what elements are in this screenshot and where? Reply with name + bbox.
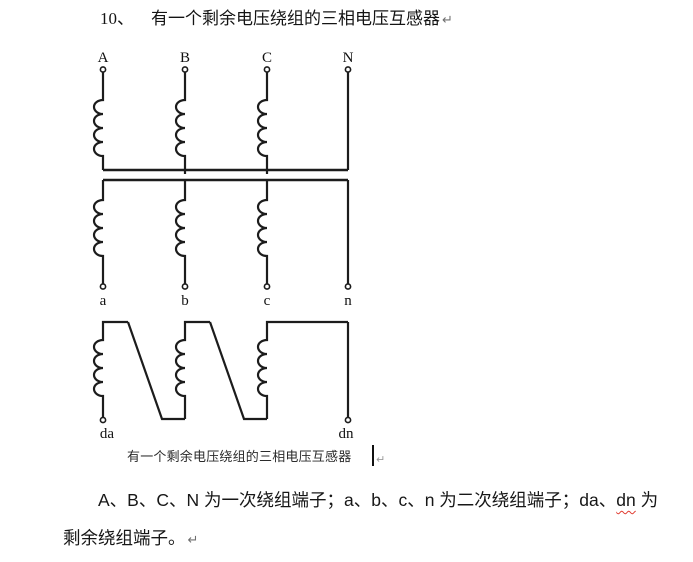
text-cursor-caret — [372, 445, 374, 466]
residual-coil-2 — [174, 320, 210, 419]
terminal-label-B: B — [179, 50, 190, 66]
residual-link-2 — [208, 321, 267, 421]
primary-winding — [92, 66, 352, 174]
question-title-line: 10、 有一个剩余电压绕组的三相电压互感器 ↵ — [100, 8, 453, 32]
residual-coil-1 — [92, 320, 128, 417]
terminal-dot-da — [99, 416, 107, 424]
terminal-label-dn: dn — [338, 426, 354, 442]
body-text-line2: 剩余绕组端子。 — [63, 528, 186, 548]
figure-caption: 有一个剩余电压绕组的三相电压互感器 — [127, 449, 352, 464]
terminal-label-a: a — [99, 293, 107, 309]
residual-winding — [92, 320, 352, 424]
residual-link-1 — [126, 321, 185, 421]
misspelled-word-dn[interactable]: dn — [616, 490, 636, 510]
terminal-label-N: N — [342, 50, 354, 66]
terminal-dot-C — [263, 66, 271, 73]
question-number: 10、 — [100, 9, 134, 28]
primary-coil-A — [92, 72, 105, 170]
secondary-coil-b — [174, 180, 187, 284]
question-title-text: 有一个剩余电压绕组的三相电压互感器 — [151, 9, 440, 28]
body-text-part2: 为 — [635, 490, 659, 510]
terminal-label-c: c — [263, 293, 271, 309]
primary-coil-B — [174, 72, 187, 174]
terminal-dot-A — [99, 66, 107, 73]
body-paragraph-line1: A、B、C、N 为一次绕组端子；a、b、c、n 为二次绕组端子；da、dn 为 — [98, 489, 658, 512]
terminal-label-A: A — [97, 50, 109, 66]
secondary-coil-c — [256, 180, 269, 284]
terminal-label-b: b — [181, 293, 189, 309]
terminal-dot-n — [344, 283, 352, 290]
terminal-dot-c — [263, 283, 271, 290]
paragraph-mark-icon: ↵ — [442, 13, 453, 28]
terminal-dot-N — [344, 66, 352, 73]
body-paragraph-line2: 剩余绕组端子。 ↵ — [63, 527, 198, 552]
terminal-label-n: n — [344, 293, 352, 309]
terminal-label-C: C — [261, 50, 272, 66]
terminal-label-da: da — [99, 426, 115, 442]
terminal-dot-b — [181, 283, 189, 290]
secondary-winding — [92, 178, 352, 290]
paragraph-mark-icon: ↵ — [187, 533, 199, 548]
terminal-dot-dn — [344, 416, 352, 424]
residual-coil-3 — [256, 320, 348, 419]
primary-coil-C — [256, 72, 269, 174]
terminal-dot-B — [181, 66, 189, 73]
body-text-part1: A、B、C、N 为一次绕组端子；a、b、c、n 为二次绕组端子；da、 — [98, 490, 617, 510]
secondary-coil-a — [92, 180, 105, 284]
terminal-dot-a — [99, 283, 107, 290]
caption-paragraph-mark-icon: ↵ — [376, 453, 386, 466]
